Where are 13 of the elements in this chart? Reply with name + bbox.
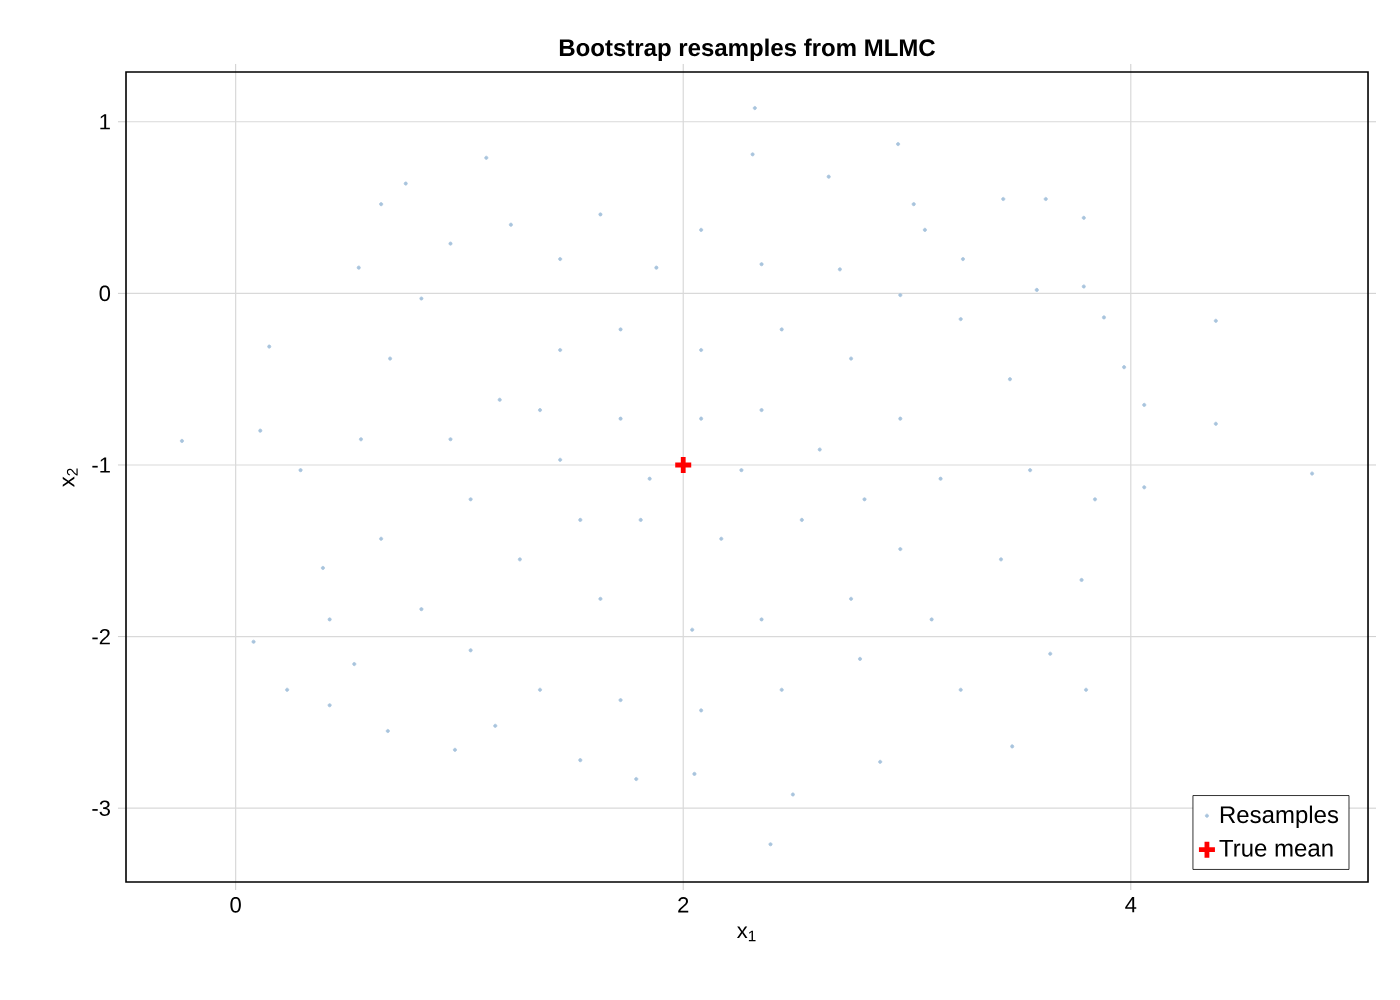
x-tick-label: 4 [1125, 897, 1137, 913]
x-tick-label: 2 [678, 897, 689, 913]
legend-label: True mean [1219, 839, 1333, 857]
y-tick-label: -1 [92, 457, 110, 473]
y-tick-label: 0 [99, 285, 111, 302]
legend-label: Resamples [1220, 805, 1339, 828]
y-tick-label: -2 [92, 628, 110, 645]
x-axis-title: x$_{1}$ [736, 926, 756, 942]
x-tick-label: 0 [230, 897, 241, 913]
y-axis-title: x$_{2}$ [62, 468, 78, 488]
y-tick-label: 1 [100, 114, 110, 130]
y-tick-label: -3 [92, 800, 110, 816]
chart-title: Bootstrap resamples from MLMC [559, 38, 936, 61]
